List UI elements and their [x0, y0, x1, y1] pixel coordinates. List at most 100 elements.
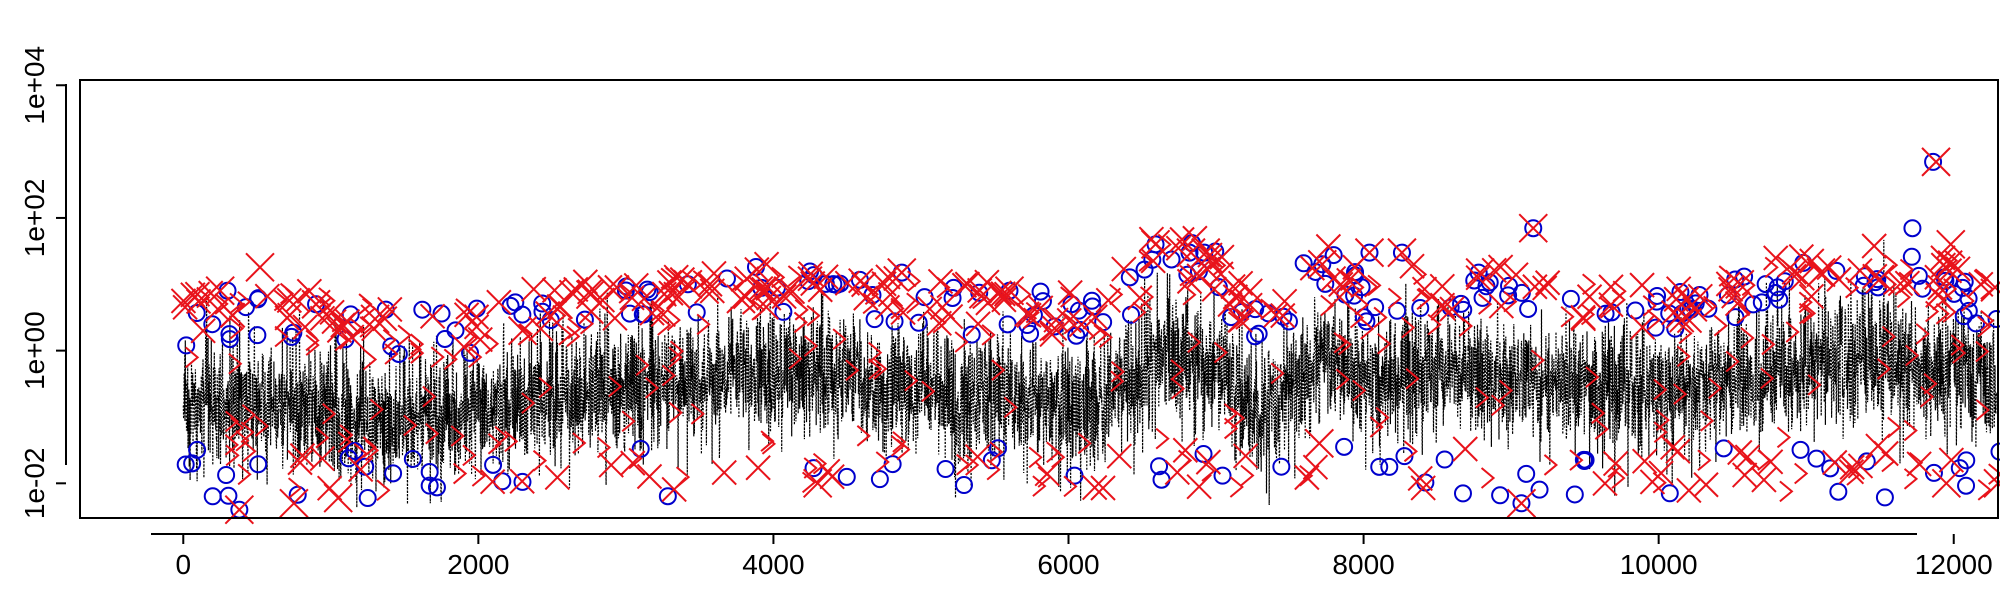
- cross-marker: [748, 275, 774, 302]
- chevron-marker: [185, 346, 200, 369]
- chevron-marker: [787, 265, 802, 287]
- chevron-marker: [1988, 463, 2000, 485]
- chevron-marker: [1757, 449, 1772, 471]
- chevron-marker: [1360, 318, 1375, 340]
- cross-marker: [1799, 248, 1825, 274]
- chevron-marker: [1229, 289, 1245, 312]
- circle-marker: [1752, 293, 1771, 312]
- cross-marker: [1751, 467, 1777, 493]
- chevron-marker: [1350, 276, 1365, 299]
- cross-marker: [1208, 261, 1234, 287]
- circle-marker: [1249, 324, 1268, 343]
- circle-marker: [1370, 457, 1389, 476]
- chevron-marker: [552, 304, 567, 327]
- cross-marker: [991, 287, 1017, 313]
- chevron-marker: [856, 425, 871, 447]
- cross-marker: [170, 288, 197, 314]
- chevron-marker: [504, 430, 519, 453]
- cross-marker: [1629, 314, 1656, 340]
- chevron-marker: [364, 439, 380, 462]
- chevron-marker: [892, 431, 907, 453]
- chevron-marker: [196, 286, 211, 309]
- circle-marker: [774, 302, 793, 321]
- cross-marker: [205, 296, 231, 322]
- chevron-marker: [229, 317, 245, 340]
- cross-marker: [954, 271, 981, 297]
- chevron-marker: [1676, 345, 1691, 368]
- y-tick-label: 1e+00: [19, 311, 50, 390]
- chevron-marker: [1794, 462, 1809, 485]
- chevron-marker: [1240, 300, 1255, 322]
- circle-marker: [1473, 288, 1492, 307]
- cross-marker: [951, 272, 978, 298]
- circle-marker: [219, 486, 238, 505]
- chevron-marker: [1177, 449, 1193, 472]
- cross-marker: [1195, 449, 1222, 475]
- circle-marker: [249, 455, 268, 474]
- chevron-marker: [353, 442, 368, 465]
- chevron-marker: [788, 348, 803, 370]
- cross-marker: [631, 286, 657, 312]
- chevron-marker: [224, 434, 239, 456]
- circle-marker: [1411, 299, 1430, 318]
- x-axis: 0 2000 4000 6000 8000 10000 12000: [151, 533, 1993, 580]
- cross-marker: [419, 303, 446, 330]
- chevron-marker: [1569, 449, 1584, 471]
- chevron-marker: [1699, 410, 1715, 432]
- chevron-marker: [1039, 319, 1054, 342]
- chevron-marker: [1498, 379, 1514, 402]
- chevron-marker: [407, 338, 423, 361]
- chevron-marker: [1405, 367, 1420, 390]
- circle-marker: [1791, 440, 1810, 459]
- chevron-marker: [803, 457, 818, 479]
- cross-marker: [847, 268, 874, 294]
- chevron-marker: [462, 444, 477, 467]
- chevron-marker: [1227, 311, 1243, 333]
- cross-marker: [1481, 257, 1507, 284]
- circle-marker: [1561, 289, 1580, 308]
- cross-marker: [479, 468, 506, 495]
- chevron-marker: [875, 451, 890, 473]
- chevron-marker: [1187, 331, 1202, 353]
- cross-marker: [755, 274, 781, 300]
- chevron-marker: [868, 341, 883, 364]
- chevron-marker: [1807, 374, 1822, 396]
- y-tick-label: 1e-02: [19, 447, 50, 519]
- cross-marker: [245, 252, 275, 283]
- chevron-marker: [579, 313, 595, 335]
- chevron-marker: [1582, 273, 1597, 296]
- chevron-marker: [1725, 350, 1740, 373]
- chevron-marker: [1230, 407, 1246, 429]
- chevron-marker: [873, 358, 888, 380]
- chevron-marker: [660, 267, 675, 290]
- chevron-marker: [986, 458, 1001, 481]
- circle-marker: [1162, 250, 1181, 269]
- circle-marker: [1246, 327, 1265, 346]
- chevron-marker: [225, 444, 240, 467]
- chevron-marker: [1741, 274, 1756, 297]
- chevron-marker: [1413, 263, 1428, 286]
- circle-marker: [1065, 466, 1084, 485]
- chevron-marker: [1975, 340, 1990, 363]
- chevron-marker: [1903, 468, 1919, 490]
- circle-marker: [1648, 286, 1667, 305]
- cross-marker: [1838, 458, 1865, 485]
- chevron-marker: [287, 477, 303, 499]
- circle-marker: [1565, 485, 1584, 504]
- cross-marker: [797, 265, 823, 292]
- y-ticks: 1e-02 1e+00 1e+02 1e+04: [19, 46, 66, 519]
- cross-marker: [1682, 296, 1708, 323]
- chevron-marker: [1653, 421, 1668, 443]
- circle-marker: [1143, 250, 1162, 269]
- chevron-marker: [868, 358, 883, 380]
- chevron-marker: [1157, 233, 1172, 256]
- chevron-marker: [532, 449, 548, 472]
- cross-marker: [486, 289, 512, 315]
- cross-marker: [1315, 233, 1342, 260]
- chevron-marker: [651, 299, 666, 322]
- chevron-marker: [254, 415, 269, 437]
- chevron-marker: [1903, 419, 1918, 442]
- circle-marker: [1955, 272, 1974, 291]
- chevron-marker: [1369, 416, 1384, 438]
- chevron-marker: [666, 309, 681, 331]
